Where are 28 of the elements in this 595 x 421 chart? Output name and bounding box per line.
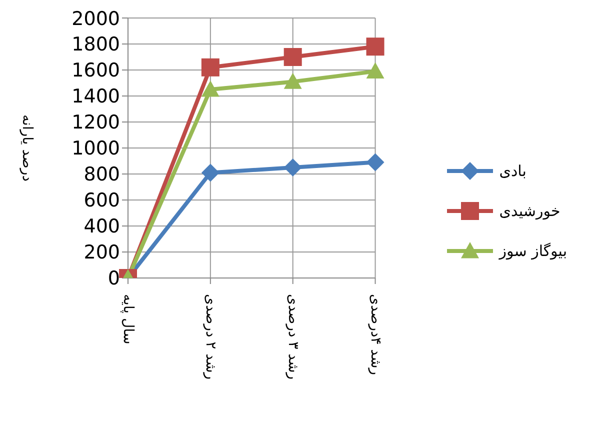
legend-label: بادی [499, 162, 526, 180]
point [284, 72, 302, 89]
x-tick-label: رشد ۴درصدی [367, 294, 384, 376]
y-tick-label: 400 [84, 216, 120, 238]
y-tick-label: 1600 [72, 60, 120, 82]
x-tick-label: رشد ۲ درصدی [202, 294, 219, 380]
point [284, 158, 302, 176]
point [201, 80, 220, 97]
y-tick-label: 600 [84, 190, 120, 212]
point [366, 62, 384, 78]
x-tick-label: رشد ۳ درصدی [285, 294, 302, 380]
point [366, 153, 384, 172]
legend-label: بیوگاز سوز [499, 242, 567, 260]
y-axis-title: درصد یارانه [19, 114, 36, 182]
y-tick-label: 1000 [72, 138, 120, 160]
x-tick-label: سال پایه [120, 294, 136, 344]
y-tick-label: 2000 [72, 8, 120, 30]
y-tick-label: 1200 [72, 112, 120, 134]
point [201, 58, 220, 76]
y-tick-label: 800 [84, 164, 120, 186]
y-tick-label: 200 [84, 242, 120, 264]
y-tick-label: 1800 [72, 34, 120, 56]
point [284, 48, 302, 66]
legend-label: خورشیدی [499, 202, 560, 220]
y-tick-label: 0 [108, 268, 120, 290]
point [201, 164, 220, 182]
point [366, 38, 384, 56]
y-tick-label: 1400 [72, 86, 120, 108]
